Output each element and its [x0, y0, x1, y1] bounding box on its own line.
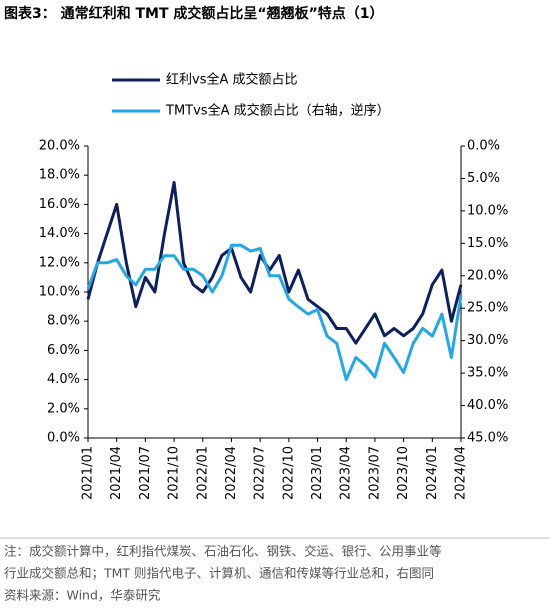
y2-tick-label: 25.0%: [467, 301, 508, 316]
legend-label: TMTvs全A 成交额占比（右轴，逆序）: [165, 103, 390, 119]
y2-tick-label: 0.0%: [467, 139, 500, 154]
y2-tick-label: 35.0%: [467, 366, 508, 381]
x-tick-label: 2024/04: [454, 446, 469, 500]
y-tick-label: 10.0%: [39, 285, 80, 300]
x-tick-label: 2021/04: [109, 446, 124, 500]
y2-tick-label: 10.0%: [467, 203, 508, 218]
note: 注：成交额计算中，红利指代煤炭、石油石化、钢铁、交运、银行、公用事业等: [4, 544, 442, 559]
y-tick-label: 6.0%: [47, 343, 80, 358]
y2-tick-label: 30.0%: [467, 333, 508, 348]
y-tick-label: 18.0%: [39, 168, 80, 183]
x-tick-label: 2023/04: [339, 446, 354, 500]
line-series: [86, 181, 463, 345]
x-tick-label: 2023/07: [367, 446, 382, 500]
y2-tick-label: 45.0%: [467, 431, 508, 446]
line-series: [86, 243, 463, 382]
x-tick-label: 2021/07: [138, 446, 153, 500]
x-tick-label: 2022/04: [224, 446, 239, 500]
x-tick-label: 2022/07: [253, 446, 268, 500]
y-tick-label: 4.0%: [47, 372, 80, 387]
y-tick-label: 20.0%: [39, 139, 80, 154]
y-tick-label: 0.0%: [47, 431, 80, 446]
note: 资料来源：Wind，华泰研究: [4, 588, 161, 603]
y2-tick-label: 5.0%: [467, 171, 500, 186]
chart-title: 图表3： 通常红利和 TMT 成交额占比呈“翘翘板”特点（1）: [4, 5, 384, 22]
note: 行业成交额总和；TMT 则指代电子、计算机、通信和传媒等行业总和，右图同: [4, 566, 434, 581]
x-tick-label: 2021/10: [167, 446, 182, 500]
y-tick-label: 16.0%: [39, 197, 80, 212]
y2-tick-label: 15.0%: [467, 236, 508, 251]
x-tick-label: 2024/01: [425, 446, 440, 500]
y-tick-label: 14.0%: [39, 226, 80, 241]
y-tick-label: 8.0%: [47, 314, 80, 329]
y2-tick-label: 40.0%: [467, 398, 508, 413]
legend-label: 红利vs全A 成交额占比: [166, 72, 298, 88]
x-tick-label: 2023/10: [396, 446, 411, 500]
x-tick-label: 2022/10: [281, 446, 296, 500]
x-tick-label: 2023/01: [310, 446, 325, 500]
x-tick-label: 2021/01: [81, 446, 96, 500]
y-tick-label: 2.0%: [47, 401, 80, 416]
x-tick-label: 2022/01: [195, 446, 210, 500]
y-tick-label: 12.0%: [39, 255, 80, 270]
y2-tick-label: 20.0%: [467, 268, 508, 283]
